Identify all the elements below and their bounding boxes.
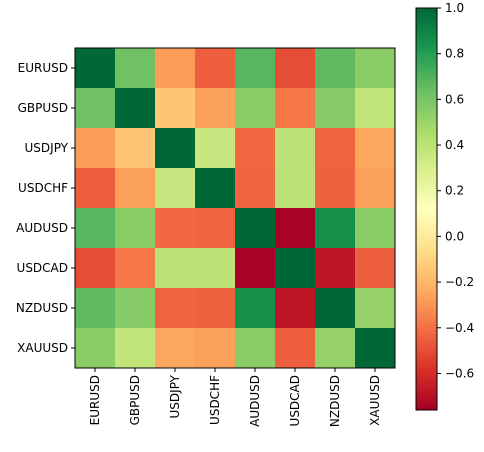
- x-tick-label: NZDUSD: [328, 375, 342, 427]
- heatmap-cell: [235, 328, 275, 368]
- colorbar-tick-label: 0.0: [445, 229, 464, 243]
- colorbar: [415, 7, 438, 411]
- y-tick-label: USDJPY: [25, 141, 69, 155]
- heatmap-cell: [275, 248, 315, 288]
- heatmap-cell: [195, 328, 235, 368]
- heatmap-cell: [275, 168, 315, 208]
- x-tick-label: GBPUSD: [128, 375, 142, 425]
- x-tick-label: XAUUSD: [368, 375, 382, 426]
- heatmap-cell: [235, 208, 275, 248]
- heatmap-cell: [155, 128, 195, 168]
- colorbar-tick-label: −0.6: [445, 366, 474, 380]
- heatmap-cell: [315, 208, 355, 248]
- column-labels: EURUSD GBPUSD USDJPY USDCHF AUDUSD USDCAD NZDU…: [88, 368, 382, 427]
- heatmap-cell: [315, 48, 355, 88]
- colorbar-tick-label: 0.4: [445, 138, 464, 152]
- colorbar-tick-label: −0.2: [445, 275, 474, 289]
- heatmap-cell: [195, 88, 235, 128]
- heatmap-cell: [195, 48, 235, 88]
- heatmap-cell: [155, 88, 195, 128]
- heatmap-cell: [155, 168, 195, 208]
- heatmap-cell: [115, 328, 155, 368]
- heatmap-cell: [315, 248, 355, 288]
- heatmap-cell: [75, 288, 115, 328]
- heatmap-cell: [235, 168, 275, 208]
- heatmap-cell: [355, 128, 395, 168]
- heatmap-cell: [115, 248, 155, 288]
- heatmap-cell: [115, 88, 155, 128]
- y-tick-label: NZDUSD: [16, 301, 68, 315]
- y-tick-label: AUDUSD: [16, 221, 68, 235]
- heatmap-cell: [75, 328, 115, 368]
- heatmap-cell: [235, 288, 275, 328]
- heatmap-cell: [75, 168, 115, 208]
- heatmap-cell: [195, 248, 235, 288]
- heatmap-cell: [115, 208, 155, 248]
- y-tick-label: XAUUSD: [17, 341, 68, 355]
- heatmap-cell: [355, 248, 395, 288]
- heatmap-cell: [115, 288, 155, 328]
- heatmap-cell: [235, 88, 275, 128]
- heatmap-cell: [155, 248, 195, 288]
- heatmap-cell: [315, 328, 355, 368]
- row-labels: EURUSD GBPUSD USDJPY USDCHF AUDUSD USDCAD NZDU…: [16, 61, 75, 355]
- x-tick-label: USDCAD: [288, 375, 302, 426]
- colorbar-tick-label: −0.4: [445, 321, 474, 335]
- heatmap-cell: [155, 328, 195, 368]
- heatmap-cell: [195, 168, 235, 208]
- colorbar-tick-label: 1.0: [445, 1, 464, 15]
- heatmap-cell: [355, 88, 395, 128]
- heatmap-cell: [195, 128, 235, 168]
- heatmap-cell: [355, 168, 395, 208]
- heatmap-cell: [115, 128, 155, 168]
- heatmap-cell: [75, 208, 115, 248]
- heatmap-cell: [195, 208, 235, 248]
- heatmap-cell: [355, 48, 395, 88]
- x-tick-label: USDJPY: [168, 374, 182, 418]
- heatmap-cell: [75, 248, 115, 288]
- heatmap-cell: [75, 128, 115, 168]
- heatmap-cell: [275, 208, 315, 248]
- heatmap-cell: [235, 48, 275, 88]
- colorbar-ticks: 1.0 0.8 0.6 0.4 0.2 0.0 −0.2 −0.4 −0.6: [437, 1, 474, 380]
- heatmap-cell: [75, 88, 115, 128]
- heatmap-cell: [355, 328, 395, 368]
- plot-frame: [74, 47, 396, 369]
- heatmap-cell: [315, 88, 355, 128]
- x-tick-label: USDCHF: [208, 375, 222, 425]
- heatmap-cell: [115, 48, 155, 88]
- colorbar-tick-label: 0.6: [445, 92, 464, 106]
- heatmap-cell: [275, 328, 315, 368]
- heatmap-cell: [355, 208, 395, 248]
- heatmap-cell: [75, 48, 115, 88]
- y-tick-label: USDCAD: [17, 261, 68, 275]
- heatmap-cell: [315, 168, 355, 208]
- y-tick-label: GBPUSD: [18, 101, 68, 115]
- colorbar-tick-label: 0.8: [445, 47, 464, 61]
- heatmap-cell: [155, 208, 195, 248]
- heatmap-cell: [315, 288, 355, 328]
- x-tick-label: EURUSD: [88, 375, 102, 425]
- heatmap-cell: [235, 248, 275, 288]
- heatmap-cell: [275, 48, 315, 88]
- heatmap-cell: [275, 88, 315, 128]
- heatmap-cell: [155, 48, 195, 88]
- colorbar-tick-label: 0.2: [445, 184, 464, 198]
- heatmap-cell: [115, 168, 155, 208]
- heatmap-cell: [235, 128, 275, 168]
- heatmap-cell: [275, 288, 315, 328]
- y-tick-label: USDCHF: [18, 181, 68, 195]
- heatmap-cell: [355, 288, 395, 328]
- heatmap-cells: [75, 48, 395, 368]
- heatmap-cell: [315, 128, 355, 168]
- y-tick-label: EURUSD: [18, 61, 68, 75]
- heatmap-cell: [195, 288, 235, 328]
- heatmap-cell: [275, 128, 315, 168]
- heatmap-cell: [155, 288, 195, 328]
- x-tick-label: AUDUSD: [248, 375, 262, 427]
